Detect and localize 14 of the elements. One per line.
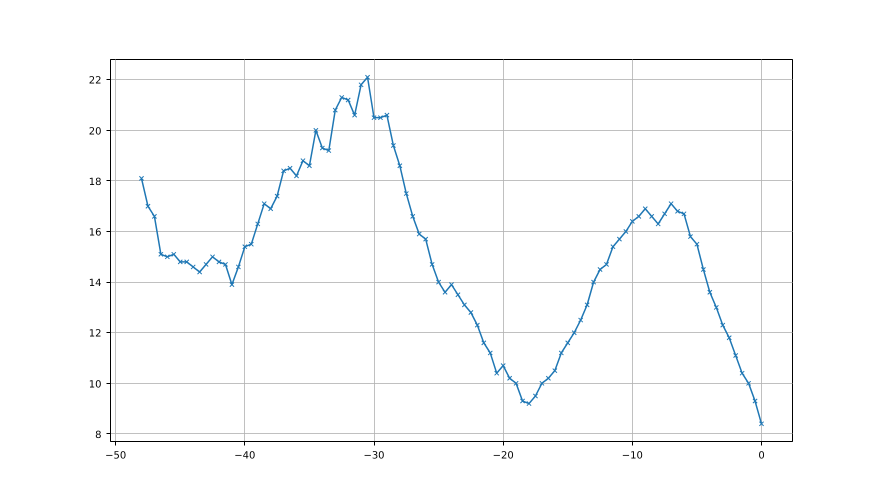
x-tick-label: −20	[492, 450, 514, 462]
y-tick-label: 20	[88, 126, 102, 138]
y-tick-label: 10	[88, 379, 102, 390]
y-tick-label: 16	[88, 228, 102, 239]
x-tick-label: −40	[234, 450, 256, 462]
y-tick-label: 18	[88, 176, 102, 188]
x-tick-label: −30	[363, 450, 385, 462]
y-tick-label: 8	[95, 430, 102, 441]
y-tick-label: 12	[88, 328, 102, 340]
y-tick-label: 14	[88, 278, 102, 290]
x-tick-label: −10	[622, 450, 643, 462]
x-tick-label: −50	[105, 450, 126, 462]
x-tick-label: 0	[758, 450, 765, 462]
y-tick-label: 22	[88, 76, 102, 87]
